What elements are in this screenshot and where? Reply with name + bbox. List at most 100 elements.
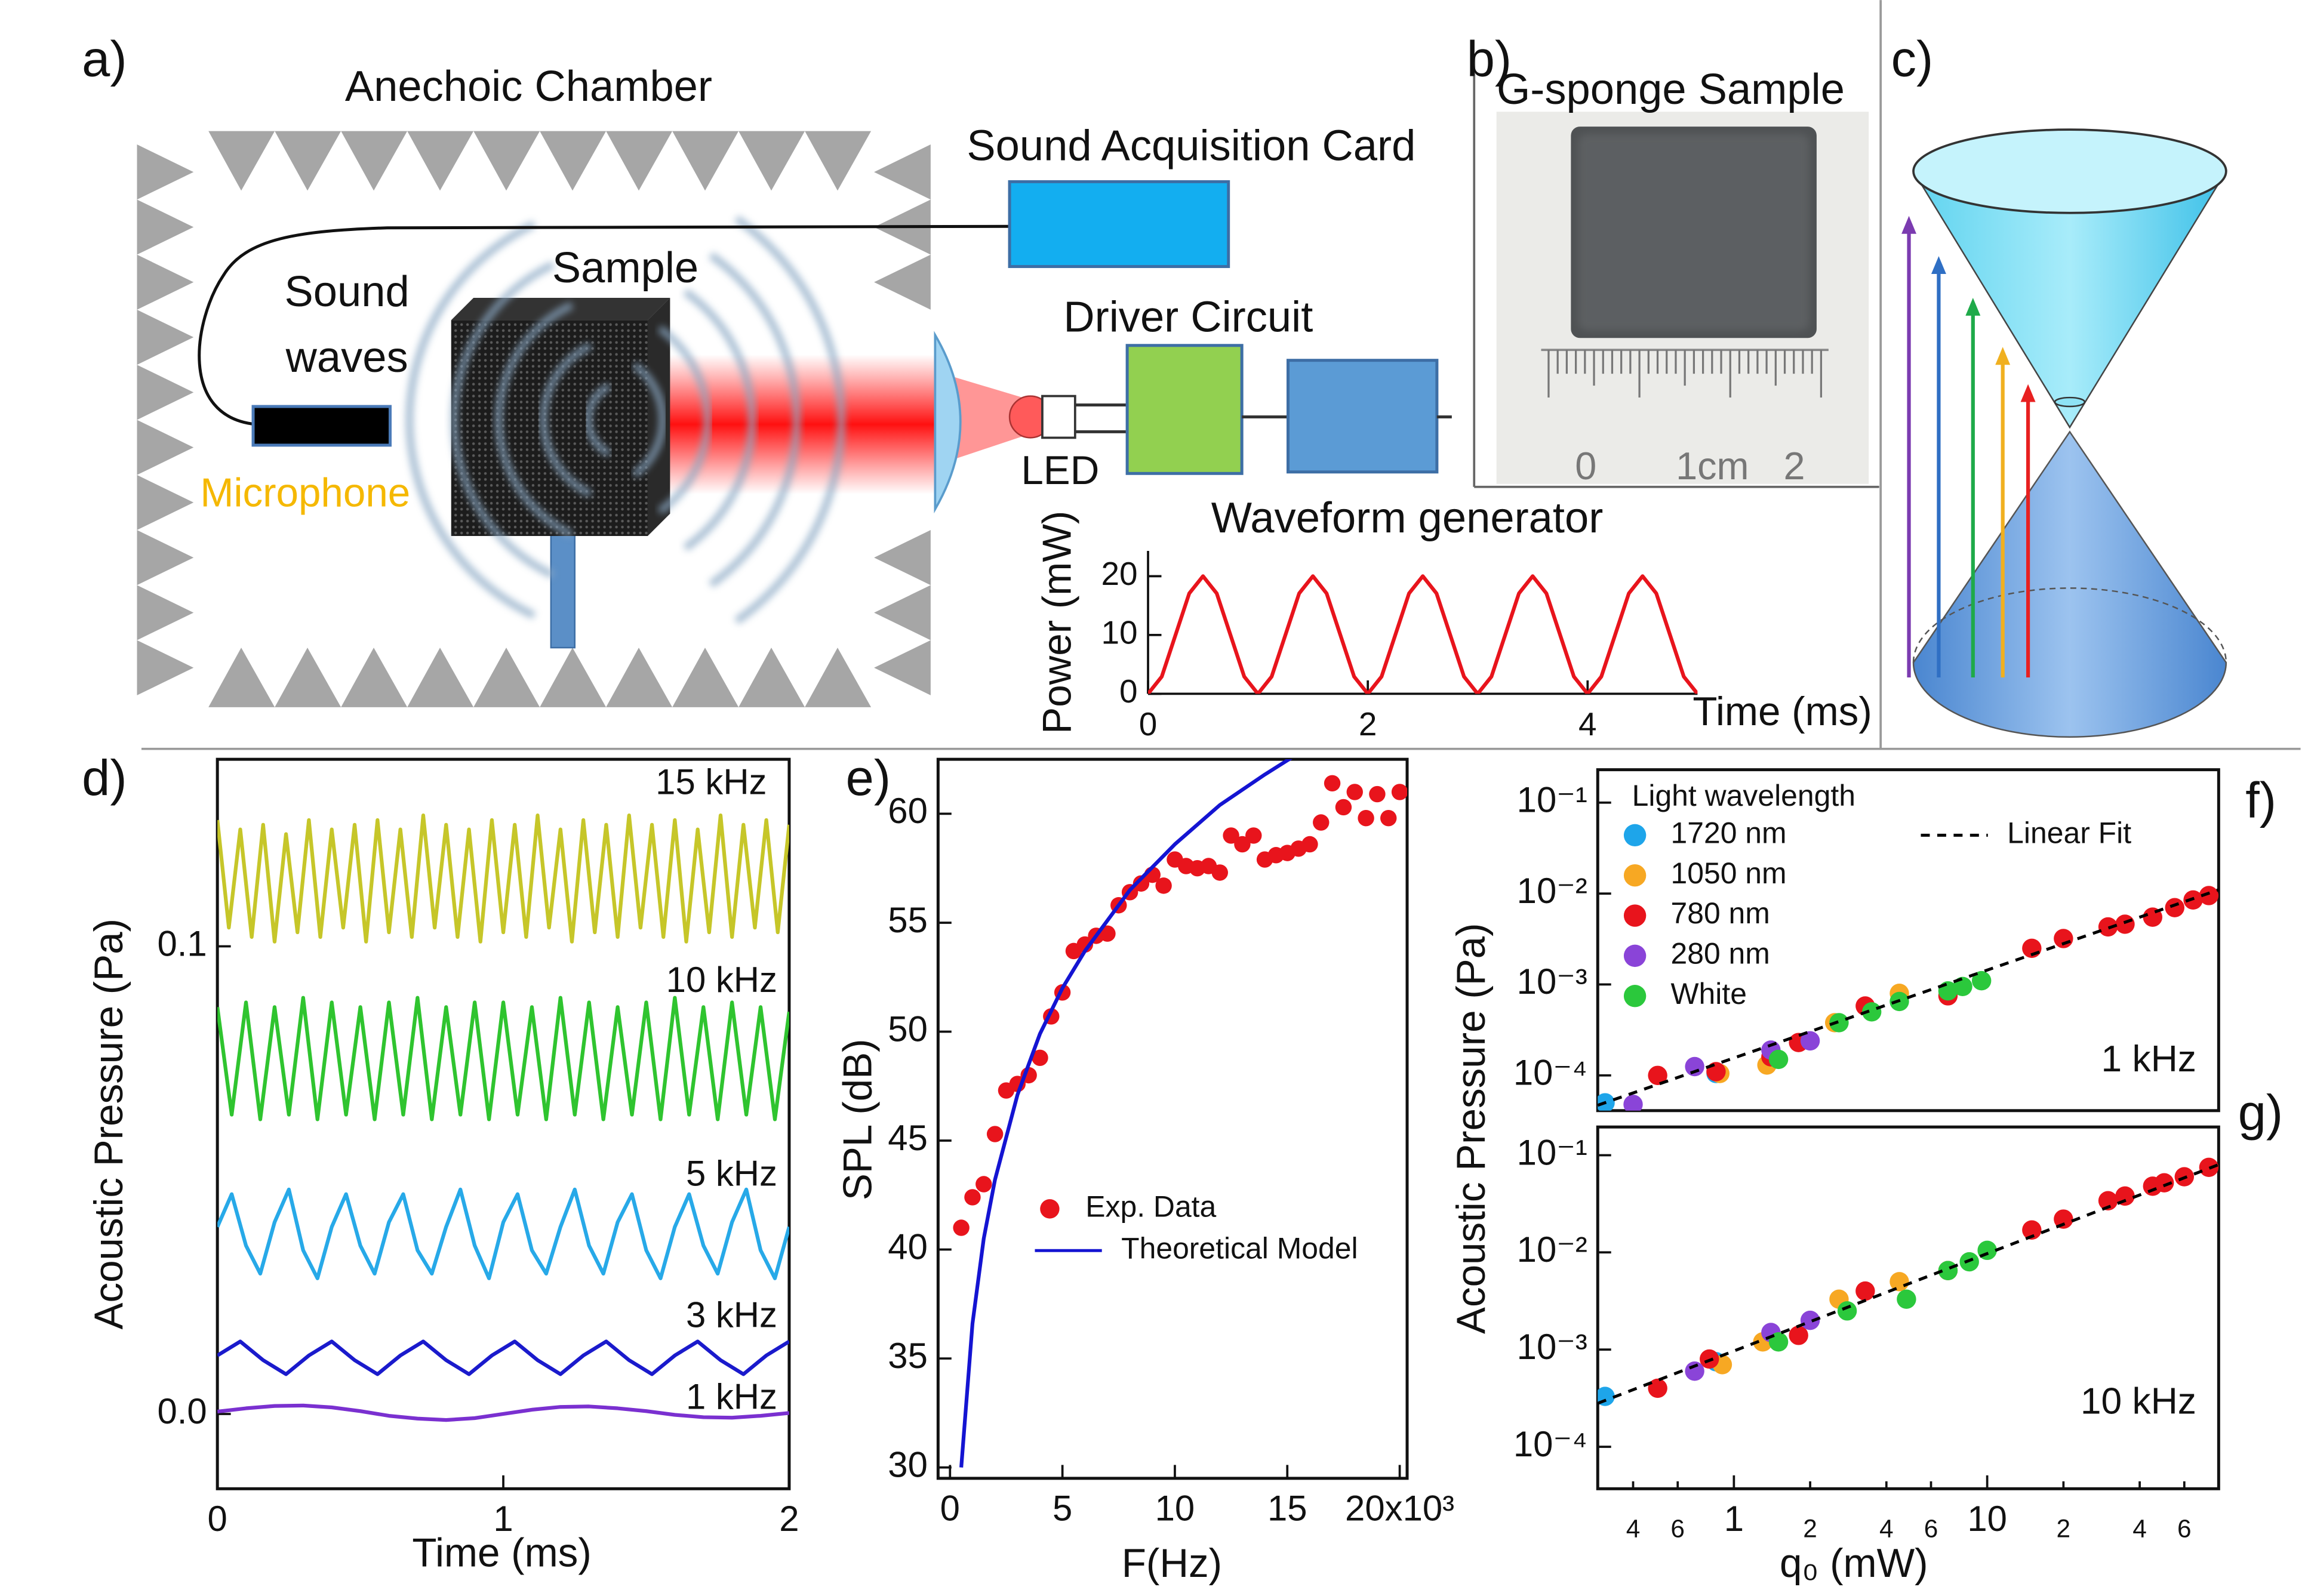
data-point — [1789, 1326, 1808, 1345]
microphone — [251, 405, 392, 447]
label: Sound Acquisition Card — [967, 122, 1415, 170]
y-tick-label: 10 — [1101, 614, 1138, 651]
x-axis-label: F(Hz) — [1122, 1541, 1222, 1586]
data-point — [1369, 785, 1386, 803]
legend-marker — [1623, 985, 1647, 1007]
data-point — [1971, 970, 1992, 991]
absorber — [738, 648, 805, 707]
y-tick-label: 10⁻⁴ — [1513, 1053, 1587, 1093]
ruler-label: 2 — [1783, 444, 1805, 488]
label: Sound — [285, 268, 410, 316]
y-axis-label: Acoustic Pressure (Pa) — [1449, 923, 1494, 1333]
absorber — [137, 199, 194, 255]
legend-title: Light wavelength — [1632, 779, 1855, 812]
x-tick-label: 1 — [1724, 1499, 1744, 1539]
x-axis-label: Time (ms) — [1692, 689, 1872, 734]
absorber — [137, 585, 194, 640]
absorber — [672, 648, 739, 707]
absorber — [341, 648, 408, 707]
absorber — [874, 530, 931, 586]
y-tick-label: 10⁻¹ — [1517, 780, 1587, 820]
data-line — [217, 1403, 789, 1422]
absorber — [606, 131, 673, 191]
data-line — [217, 1187, 789, 1280]
data-point — [964, 1189, 981, 1206]
data-point — [2098, 1191, 2118, 1210]
cable — [198, 224, 1013, 426]
legend-label: White — [1670, 977, 1747, 1010]
anechoic-chamber — [137, 131, 931, 707]
data-point — [1648, 1065, 1667, 1085]
cone — [1912, 128, 2227, 214]
ruler-label: 0 — [1575, 444, 1596, 488]
data-point — [1391, 784, 1408, 800]
sound-wave — [709, 252, 801, 588]
label: Anechoic Chamber — [345, 63, 712, 110]
data-point — [1211, 864, 1228, 881]
legend-label: 280 nm — [1670, 937, 1770, 970]
data-point — [1829, 1013, 1849, 1033]
data-point — [1133, 875, 1150, 892]
data-point — [1648, 1378, 1667, 1398]
sound-wave — [405, 221, 536, 619]
sample — [451, 320, 648, 537]
label: LED — [1021, 448, 1099, 493]
data-point — [975, 1176, 992, 1193]
x-tick-label: 2 — [1359, 705, 1377, 742]
x-tick-label: 10 — [1967, 1499, 2007, 1539]
data-point — [2154, 1173, 2174, 1193]
y-tick-label: 30 — [888, 1444, 928, 1484]
absorber — [540, 131, 607, 191]
absorber — [473, 648, 540, 707]
panel-label: f) — [2245, 771, 2276, 828]
x-tick-label: 0 — [940, 1489, 960, 1529]
ruler — [1541, 349, 1829, 398]
x-tick-label: 4 — [2132, 1514, 2147, 1542]
series-label: 1 kHz — [686, 1376, 777, 1416]
panel-label: d) — [82, 749, 127, 806]
data-point — [2199, 886, 2219, 905]
data-point — [1800, 1310, 1820, 1330]
data-point — [1358, 809, 1374, 827]
data-point — [2054, 929, 2073, 948]
legend-marker — [1623, 904, 1647, 927]
label: G-sponge Sample — [1497, 66, 1845, 113]
sound-wave — [632, 362, 667, 478]
label: Driver Circuit — [1063, 293, 1313, 341]
sound-wave — [495, 301, 574, 538]
absorber — [606, 648, 673, 707]
data-point — [2115, 1186, 2135, 1206]
absorber — [874, 144, 931, 200]
sound-wave — [540, 342, 593, 498]
data-point — [1685, 1361, 1704, 1381]
y-axis-label: Power (mW) — [1035, 511, 1080, 734]
data-point — [1155, 877, 1172, 894]
data-point — [1800, 1031, 1820, 1051]
data-point — [986, 1126, 1004, 1142]
x-tick-label: 4 — [1879, 1514, 1894, 1542]
absorber — [137, 475, 194, 531]
data-point — [1032, 1049, 1048, 1067]
y-tick-label: 60 — [888, 791, 928, 831]
series-label: 3 kHz — [686, 1295, 777, 1335]
data-line — [217, 996, 789, 1121]
absorber — [874, 254, 931, 310]
absorber — [137, 365, 194, 420]
x-tick-label: 5 — [1053, 1489, 1072, 1529]
y-tick-label: 10⁻² — [1517, 871, 1587, 911]
x-tick-label: 6 — [2177, 1514, 2192, 1542]
data-point — [1223, 827, 1239, 844]
cone — [1912, 430, 2227, 738]
data-point — [1346, 784, 1363, 800]
sponge — [1578, 134, 1810, 331]
absorber — [137, 530, 194, 586]
x-axis-label: Time (ms) — [412, 1530, 591, 1575]
transitions — [1901, 215, 2036, 677]
absorber — [805, 131, 872, 191]
data-point — [1685, 1056, 1704, 1077]
label: Sample — [552, 244, 698, 292]
legend-label: Theoretical Model — [1121, 1231, 1358, 1265]
data-line — [1148, 574, 1698, 694]
data-point — [2115, 914, 2135, 934]
